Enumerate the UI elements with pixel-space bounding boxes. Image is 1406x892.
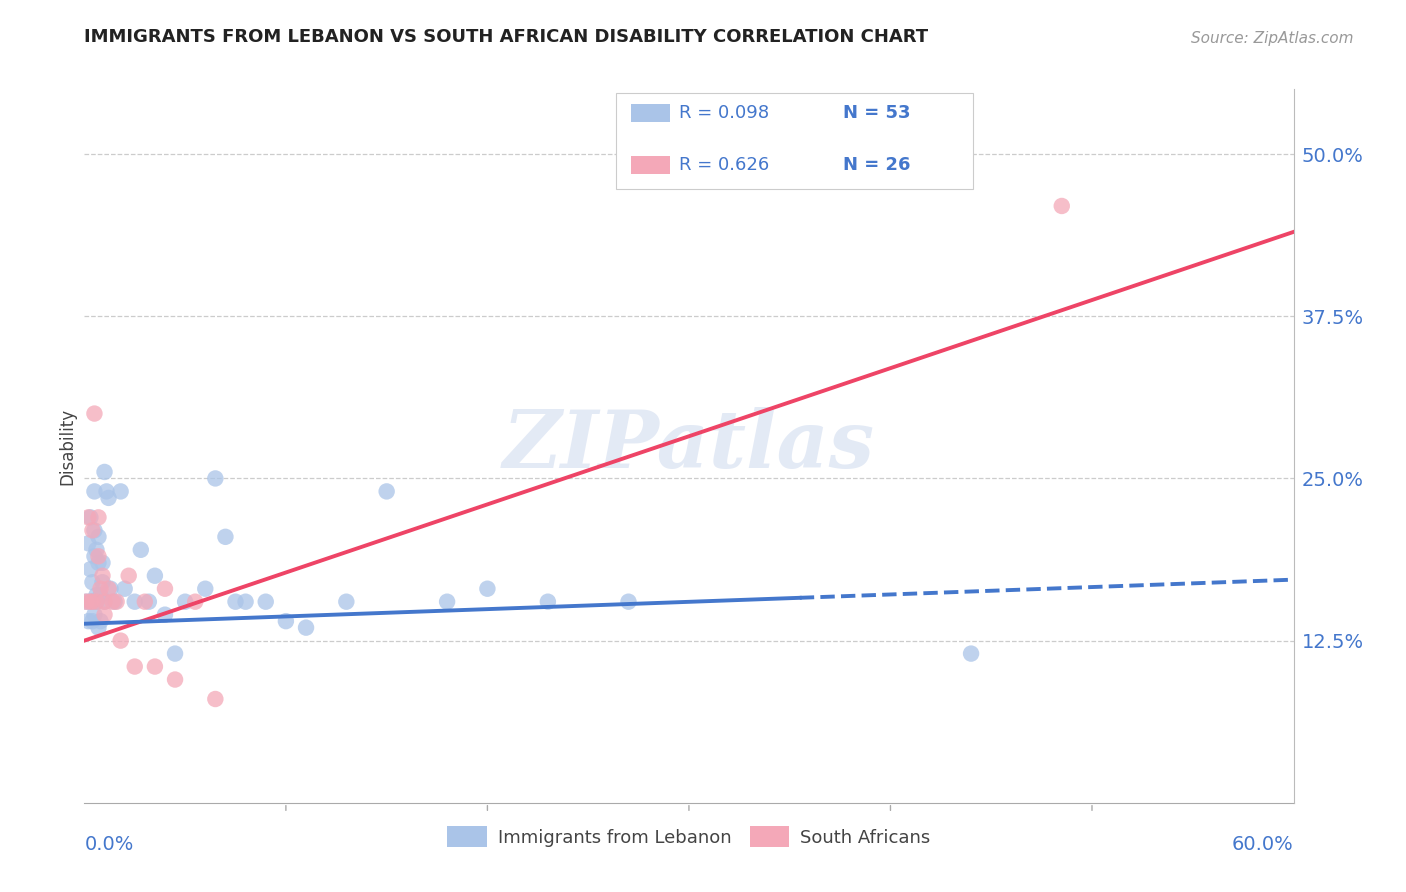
- Point: [93, 595, 115, 609]
- Bar: [631, 156, 669, 174]
- Point: [165, 673, 187, 687]
- Point: [83, 607, 105, 622]
- Point: [83, 407, 105, 421]
- Point: [96, 484, 118, 499]
- Point: [110, 484, 132, 499]
- Point: [225, 595, 247, 609]
- Point: [93, 607, 115, 622]
- Y-axis label: Disability: Disability: [58, 408, 76, 484]
- Point: [77, 536, 100, 550]
- Point: [436, 595, 458, 609]
- Bar: [631, 104, 669, 122]
- Point: [104, 595, 127, 609]
- Point: [165, 647, 187, 661]
- Point: [174, 595, 197, 609]
- Point: [79, 562, 101, 576]
- Point: [124, 595, 146, 609]
- Text: IMMIGRANTS FROM LEBANON VS SOUTH AFRICAN DISABILITY CORRELATION CHART: IMMIGRANTS FROM LEBANON VS SOUTH AFRICAN…: [84, 29, 928, 46]
- Point: [82, 595, 104, 609]
- Point: [537, 595, 560, 609]
- Point: [86, 588, 108, 602]
- Point: [124, 659, 146, 673]
- Text: N = 53: N = 53: [842, 104, 910, 122]
- Point: [295, 621, 318, 635]
- FancyBboxPatch shape: [616, 93, 973, 189]
- Text: 0.0%: 0.0%: [84, 835, 134, 855]
- Point: [86, 595, 108, 609]
- Point: [91, 575, 114, 590]
- Point: [138, 595, 160, 609]
- Point: [89, 582, 111, 596]
- Point: [274, 614, 297, 628]
- Point: [110, 633, 132, 648]
- Point: [105, 595, 128, 609]
- Text: N = 26: N = 26: [842, 156, 910, 174]
- Text: 60.0%: 60.0%: [1232, 835, 1294, 855]
- Point: [254, 595, 277, 609]
- Point: [83, 524, 105, 538]
- Point: [375, 484, 398, 499]
- Point: [91, 556, 114, 570]
- Point: [91, 568, 114, 582]
- Point: [87, 621, 110, 635]
- Point: [118, 568, 141, 582]
- Point: [82, 595, 104, 609]
- Point: [82, 614, 104, 628]
- Point: [617, 595, 640, 609]
- Point: [87, 556, 110, 570]
- Point: [153, 582, 176, 596]
- Point: [83, 484, 105, 499]
- Point: [77, 614, 100, 628]
- Point: [214, 530, 236, 544]
- Text: R = 0.098: R = 0.098: [679, 104, 769, 122]
- Point: [87, 510, 110, 524]
- Point: [204, 471, 226, 485]
- Point: [101, 595, 124, 609]
- Point: [77, 510, 100, 524]
- Text: Source: ZipAtlas.com: Source: ZipAtlas.com: [1191, 31, 1354, 46]
- Point: [89, 614, 111, 628]
- Point: [204, 692, 226, 706]
- Point: [82, 524, 104, 538]
- Point: [134, 595, 156, 609]
- Point: [87, 549, 110, 564]
- Point: [100, 582, 122, 596]
- Point: [97, 582, 120, 596]
- Point: [87, 530, 110, 544]
- Point: [75, 595, 97, 609]
- Text: ZIPatlas: ZIPatlas: [503, 408, 875, 484]
- Point: [184, 595, 207, 609]
- Point: [79, 595, 101, 609]
- Legend: Immigrants from Lebanon, South Africans: Immigrants from Lebanon, South Africans: [440, 819, 938, 855]
- Point: [143, 568, 166, 582]
- Point: [86, 595, 108, 609]
- Point: [86, 542, 108, 557]
- Point: [97, 491, 120, 505]
- Point: [83, 549, 105, 564]
- Point: [960, 647, 983, 661]
- Point: [235, 595, 257, 609]
- Point: [153, 607, 176, 622]
- Point: [114, 582, 136, 596]
- Point: [79, 595, 101, 609]
- Point: [1050, 199, 1073, 213]
- Point: [335, 595, 357, 609]
- Point: [194, 582, 217, 596]
- Point: [129, 542, 152, 557]
- Point: [82, 575, 104, 590]
- Point: [79, 510, 101, 524]
- Text: R = 0.626: R = 0.626: [679, 156, 769, 174]
- Point: [89, 588, 111, 602]
- Point: [75, 595, 97, 609]
- Point: [93, 595, 115, 609]
- Point: [477, 582, 499, 596]
- Point: [143, 659, 166, 673]
- Point: [93, 465, 115, 479]
